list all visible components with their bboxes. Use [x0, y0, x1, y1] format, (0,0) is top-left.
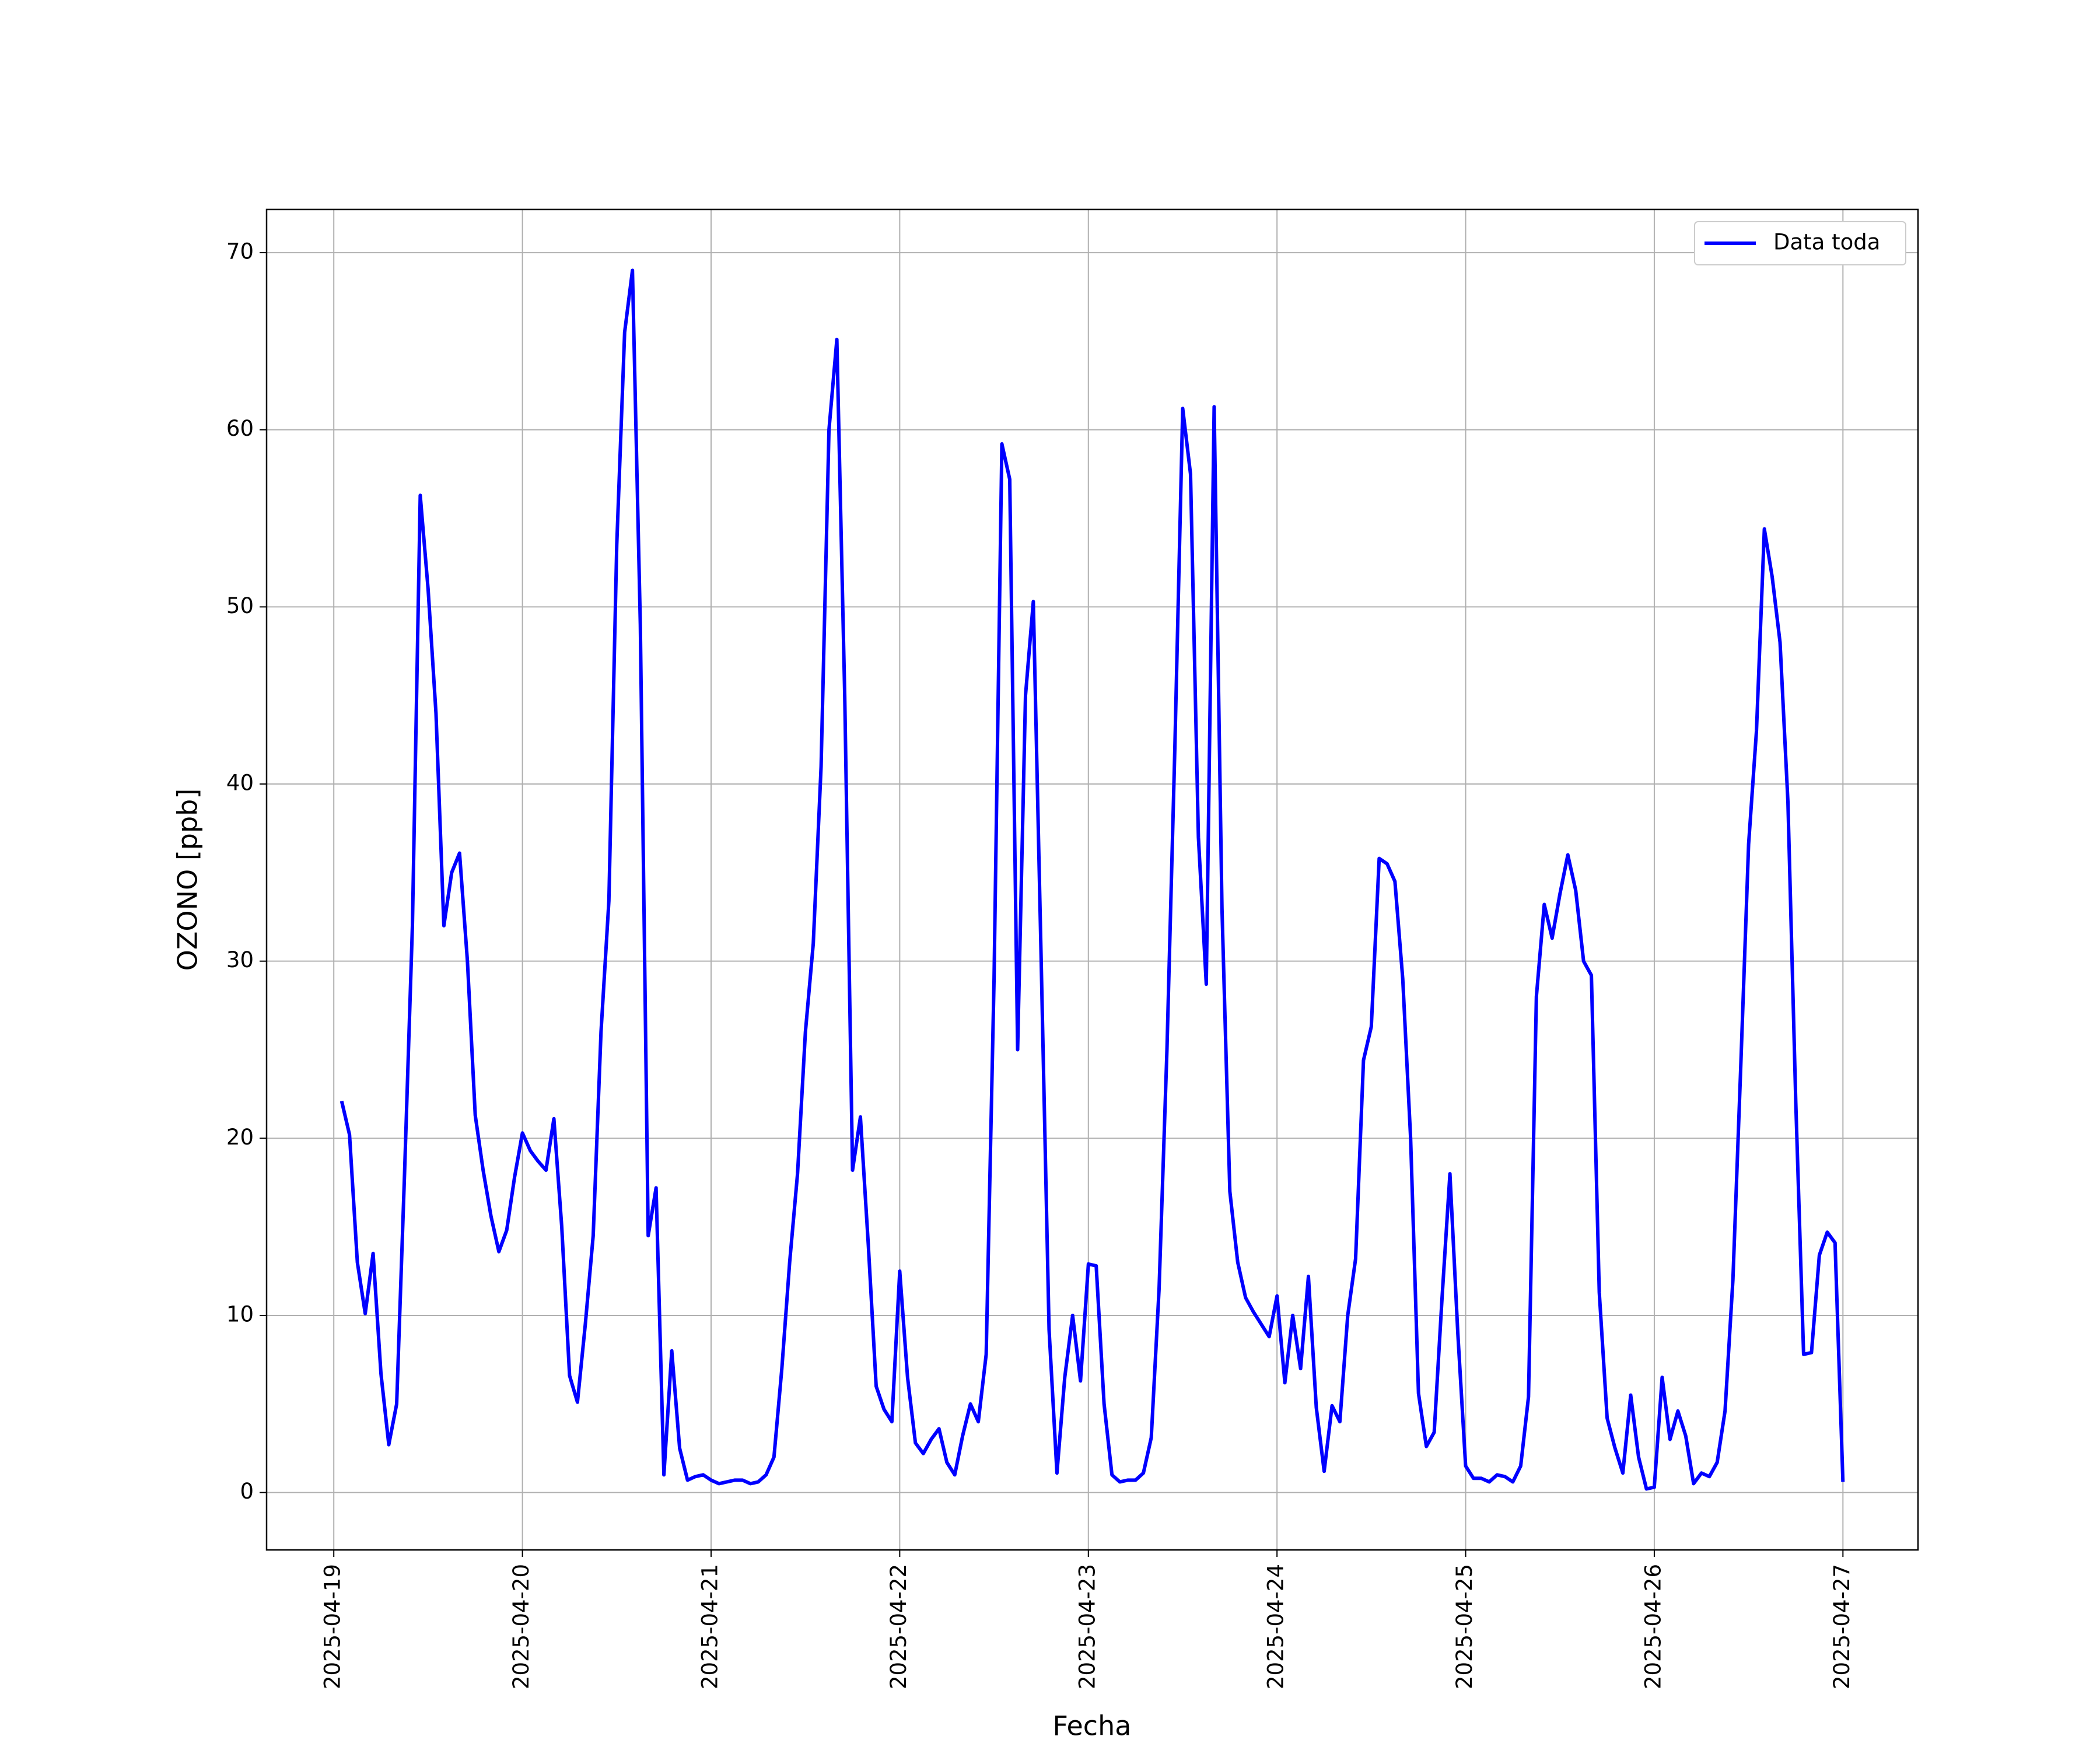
- y-tick-label: 70: [226, 239, 254, 264]
- x-tick-label: 2025-04-23: [1074, 1564, 1100, 1689]
- y-tick-label: 60: [226, 416, 254, 441]
- legend-box: [1694, 221, 1906, 265]
- plot-frame: [265, 208, 1919, 1551]
- y-tick-label: 50: [226, 593, 254, 618]
- x-tick-label: 2025-04-19: [320, 1564, 345, 1689]
- x-tick-label: 2025-04-26: [1640, 1564, 1665, 1689]
- y-tick-label: 20: [226, 1125, 254, 1150]
- x-tick-label: 2025-04-24: [1264, 1564, 1289, 1689]
- data-line: [340, 268, 1845, 1491]
- y-tick-label: 30: [226, 947, 254, 972]
- x-tick-label: 2025-04-20: [509, 1564, 534, 1689]
- y-tick-label: 40: [226, 771, 254, 796]
- y-tick-label: 0: [240, 1479, 254, 1504]
- x-tick-label: 2025-04-25: [1452, 1564, 1477, 1689]
- x-tick-label: 2025-04-22: [886, 1564, 911, 1689]
- x-tick-label: 2025-04-27: [1829, 1564, 1854, 1689]
- x-tick-label: 2025-04-21: [697, 1564, 722, 1689]
- y-tick-label: 10: [226, 1301, 254, 1326]
- x-axis-label: Fecha: [1053, 1710, 1132, 1742]
- legend-label: Data toda: [1773, 230, 1880, 255]
- y-axis-label: OZONO [ppb]: [172, 789, 204, 971]
